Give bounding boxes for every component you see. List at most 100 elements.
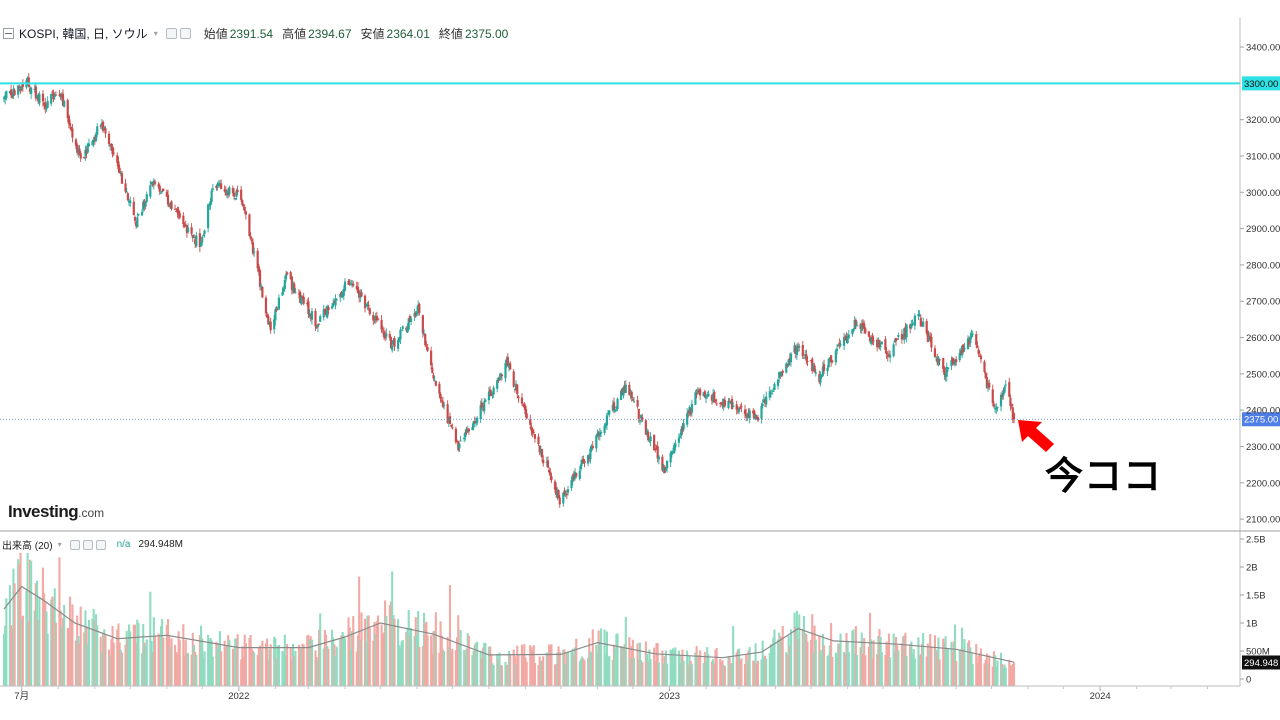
chevron-down-icon[interactable]: ▾: [153, 28, 158, 38]
candle: [85, 146, 88, 159]
candle: [661, 454, 664, 472]
visibility-icon[interactable]: [69, 539, 80, 550]
volume-bar: [282, 652, 285, 686]
volume-bar: [909, 644, 912, 686]
candle-body: [868, 336, 872, 342]
candle: [84, 145, 87, 161]
visibility-icon[interactable]: [165, 27, 177, 39]
volume-bar: [119, 649, 122, 686]
candle: [356, 281, 360, 294]
candle-body: [375, 315, 378, 321]
price-tick-label: 2100.00: [1246, 515, 1280, 526]
volume-bar: [399, 648, 402, 686]
candle: [846, 333, 849, 345]
volume-bar: [273, 636, 276, 686]
candle: [565, 489, 568, 499]
investing-logo[interactable]: Investing.com: [8, 502, 105, 521]
candle-body: [927, 336, 931, 341]
volume-bar: [517, 655, 520, 686]
candle: [440, 396, 443, 403]
candle: [636, 395, 639, 409]
candle-body: [273, 319, 276, 330]
volume-bar: [880, 652, 883, 686]
candle-body: [216, 183, 219, 186]
volume-title[interactable]: 出来高 (20): [2, 541, 53, 552]
candle: [793, 342, 796, 354]
candle: [630, 390, 633, 402]
candle-body: [1004, 384, 1007, 386]
candle: [953, 358, 957, 367]
volume-bar: [44, 602, 47, 686]
settings-icon[interactable]: [82, 539, 93, 550]
candle: [507, 362, 511, 372]
candle: [135, 221, 138, 229]
candle-body: [391, 345, 394, 351]
volume-bar: [335, 646, 338, 686]
volume-bar: [985, 653, 988, 686]
candle-body: [524, 405, 527, 415]
candle: [696, 387, 699, 395]
candle: [605, 412, 609, 430]
candle: [853, 316, 856, 330]
volume-bar: [498, 652, 501, 686]
candle: [340, 291, 343, 298]
candle-body: [152, 180, 155, 185]
volume-bar: [630, 645, 633, 686]
candle: [671, 447, 675, 454]
candle: [431, 362, 434, 374]
volume-bar: [721, 660, 724, 686]
candle-body: [909, 324, 912, 329]
candle-body: [802, 357, 806, 359]
candle-body: [110, 143, 113, 147]
candle: [218, 180, 222, 188]
volume-bar: [41, 567, 44, 686]
candle: [396, 337, 400, 352]
volume-bar: [492, 665, 495, 686]
candle-body: [340, 292, 343, 295]
candle-body: [861, 322, 865, 326]
candle-body: [102, 121, 105, 131]
volume-bar: [553, 664, 557, 686]
volume-bar: [838, 644, 841, 686]
candle-body: [565, 494, 568, 496]
candle-body: [388, 334, 391, 338]
candle: [827, 358, 830, 369]
candle-body: [801, 345, 804, 357]
candle-body: [615, 406, 618, 409]
candle: [289, 270, 292, 280]
candle: [754, 413, 757, 420]
collapse-toggle-icon[interactable]: [3, 27, 14, 39]
chevron-down-icon[interactable]: ▾: [57, 540, 62, 549]
candle: [66, 98, 69, 123]
candle-body: [905, 324, 908, 338]
volume-bar: [281, 650, 284, 686]
settings-icon[interactable]: [179, 27, 191, 39]
candle-body: [374, 316, 377, 321]
candle: [9, 84, 13, 99]
candle-body: [381, 329, 384, 331]
candle: [281, 287, 284, 296]
candle-body: [399, 329, 402, 340]
volume-bar: [853, 653, 856, 686]
volume-bar: [641, 662, 644, 686]
candle-body: [149, 185, 152, 197]
candle-body: [781, 370, 784, 373]
candle-body: [483, 401, 486, 412]
candle-body: [828, 357, 832, 359]
volume-bar: [846, 640, 849, 686]
candle: [44, 97, 47, 114]
candle-body: [896, 338, 899, 340]
candle: [566, 485, 570, 496]
symbol-title[interactable]: KOSPI, 韓国, 日, ソウル: [19, 26, 148, 41]
candle: [306, 298, 309, 307]
candle-body: [243, 206, 246, 211]
volume-bar: [87, 619, 91, 686]
candle: [887, 349, 891, 358]
volume-bar: [448, 585, 452, 686]
candle-body: [27, 77, 30, 87]
volume-bar: [715, 648, 718, 686]
candle-body: [539, 449, 542, 454]
volume-bar: [392, 614, 395, 686]
volume-bar: [795, 610, 798, 686]
close-icon[interactable]: [95, 539, 106, 550]
